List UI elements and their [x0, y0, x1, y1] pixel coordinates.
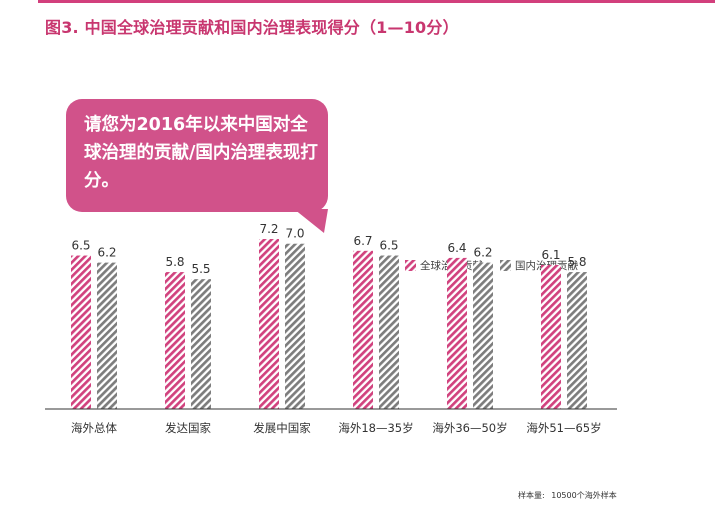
sample-size-label: 样本量:	[518, 491, 545, 500]
callout-bubble-tail	[294, 209, 328, 233]
legend-swatch-series-1	[405, 259, 416, 271]
category-label-2: 发达国家	[165, 421, 211, 435]
category-label-5: 海外36—50岁	[432, 421, 507, 435]
bar-series-2-6	[567, 272, 587, 409]
category-label-6: 海外51—65岁	[526, 421, 601, 435]
bar-series-1-5	[447, 257, 467, 409]
bar-series-2-1	[97, 262, 117, 409]
data-label-series-2-1: 6.2	[97, 246, 116, 260]
sample-size-note: 样本量: 10500个海外样本	[518, 490, 617, 501]
chart-title: 图3. 中国全球治理贡献和国内治理表现得分（1—10分）	[45, 18, 459, 37]
bar-series-2-4	[379, 255, 399, 409]
data-label-series-1-2: 5.8	[165, 255, 184, 269]
category-label-1: 海外总体	[71, 421, 117, 435]
bar-series-1-2	[165, 272, 185, 409]
category-label-3: 发展中国家	[253, 421, 311, 435]
data-label-series-2-6: 5.8	[567, 255, 586, 269]
bar-series-2-5	[473, 262, 493, 409]
callout-question: 请您为2016年以来中国对全球治理的贡献/国内治理表现打分。	[84, 115, 318, 191]
top-accent-rule	[38, 0, 715, 3]
data-label-series-2-5: 6.2	[473, 246, 492, 260]
bar-series-2-2	[191, 279, 211, 409]
data-label-series-1-4: 6.7	[353, 234, 372, 248]
data-label-series-1-6: 6.1	[541, 248, 560, 262]
legend-swatch-series-2	[500, 259, 511, 271]
bar-series-1-3	[259, 239, 279, 409]
data-label-series-1-5: 6.4	[447, 241, 466, 255]
bar-series-2-3	[285, 243, 305, 409]
data-label-series-2-3: 7.0	[285, 227, 304, 241]
bar-series-1-6	[541, 264, 561, 409]
data-label-series-1-1: 6.5	[71, 239, 90, 253]
data-label-series-2-2: 5.5	[191, 262, 210, 276]
data-label-series-1-3: 7.2	[259, 222, 278, 236]
callout-bubble-body	[66, 99, 328, 212]
data-label-series-2-4: 6.5	[379, 239, 398, 253]
bar-series-1-4	[353, 250, 373, 409]
sample-size-value: 10500个海外样本	[551, 491, 617, 500]
callout-bubble: 请您为2016年以来中国对全球治理的贡献/国内治理表现打分。	[66, 99, 336, 235]
category-label-4: 海外18—35岁	[338, 421, 413, 435]
bar-series-1-1	[71, 255, 91, 409]
